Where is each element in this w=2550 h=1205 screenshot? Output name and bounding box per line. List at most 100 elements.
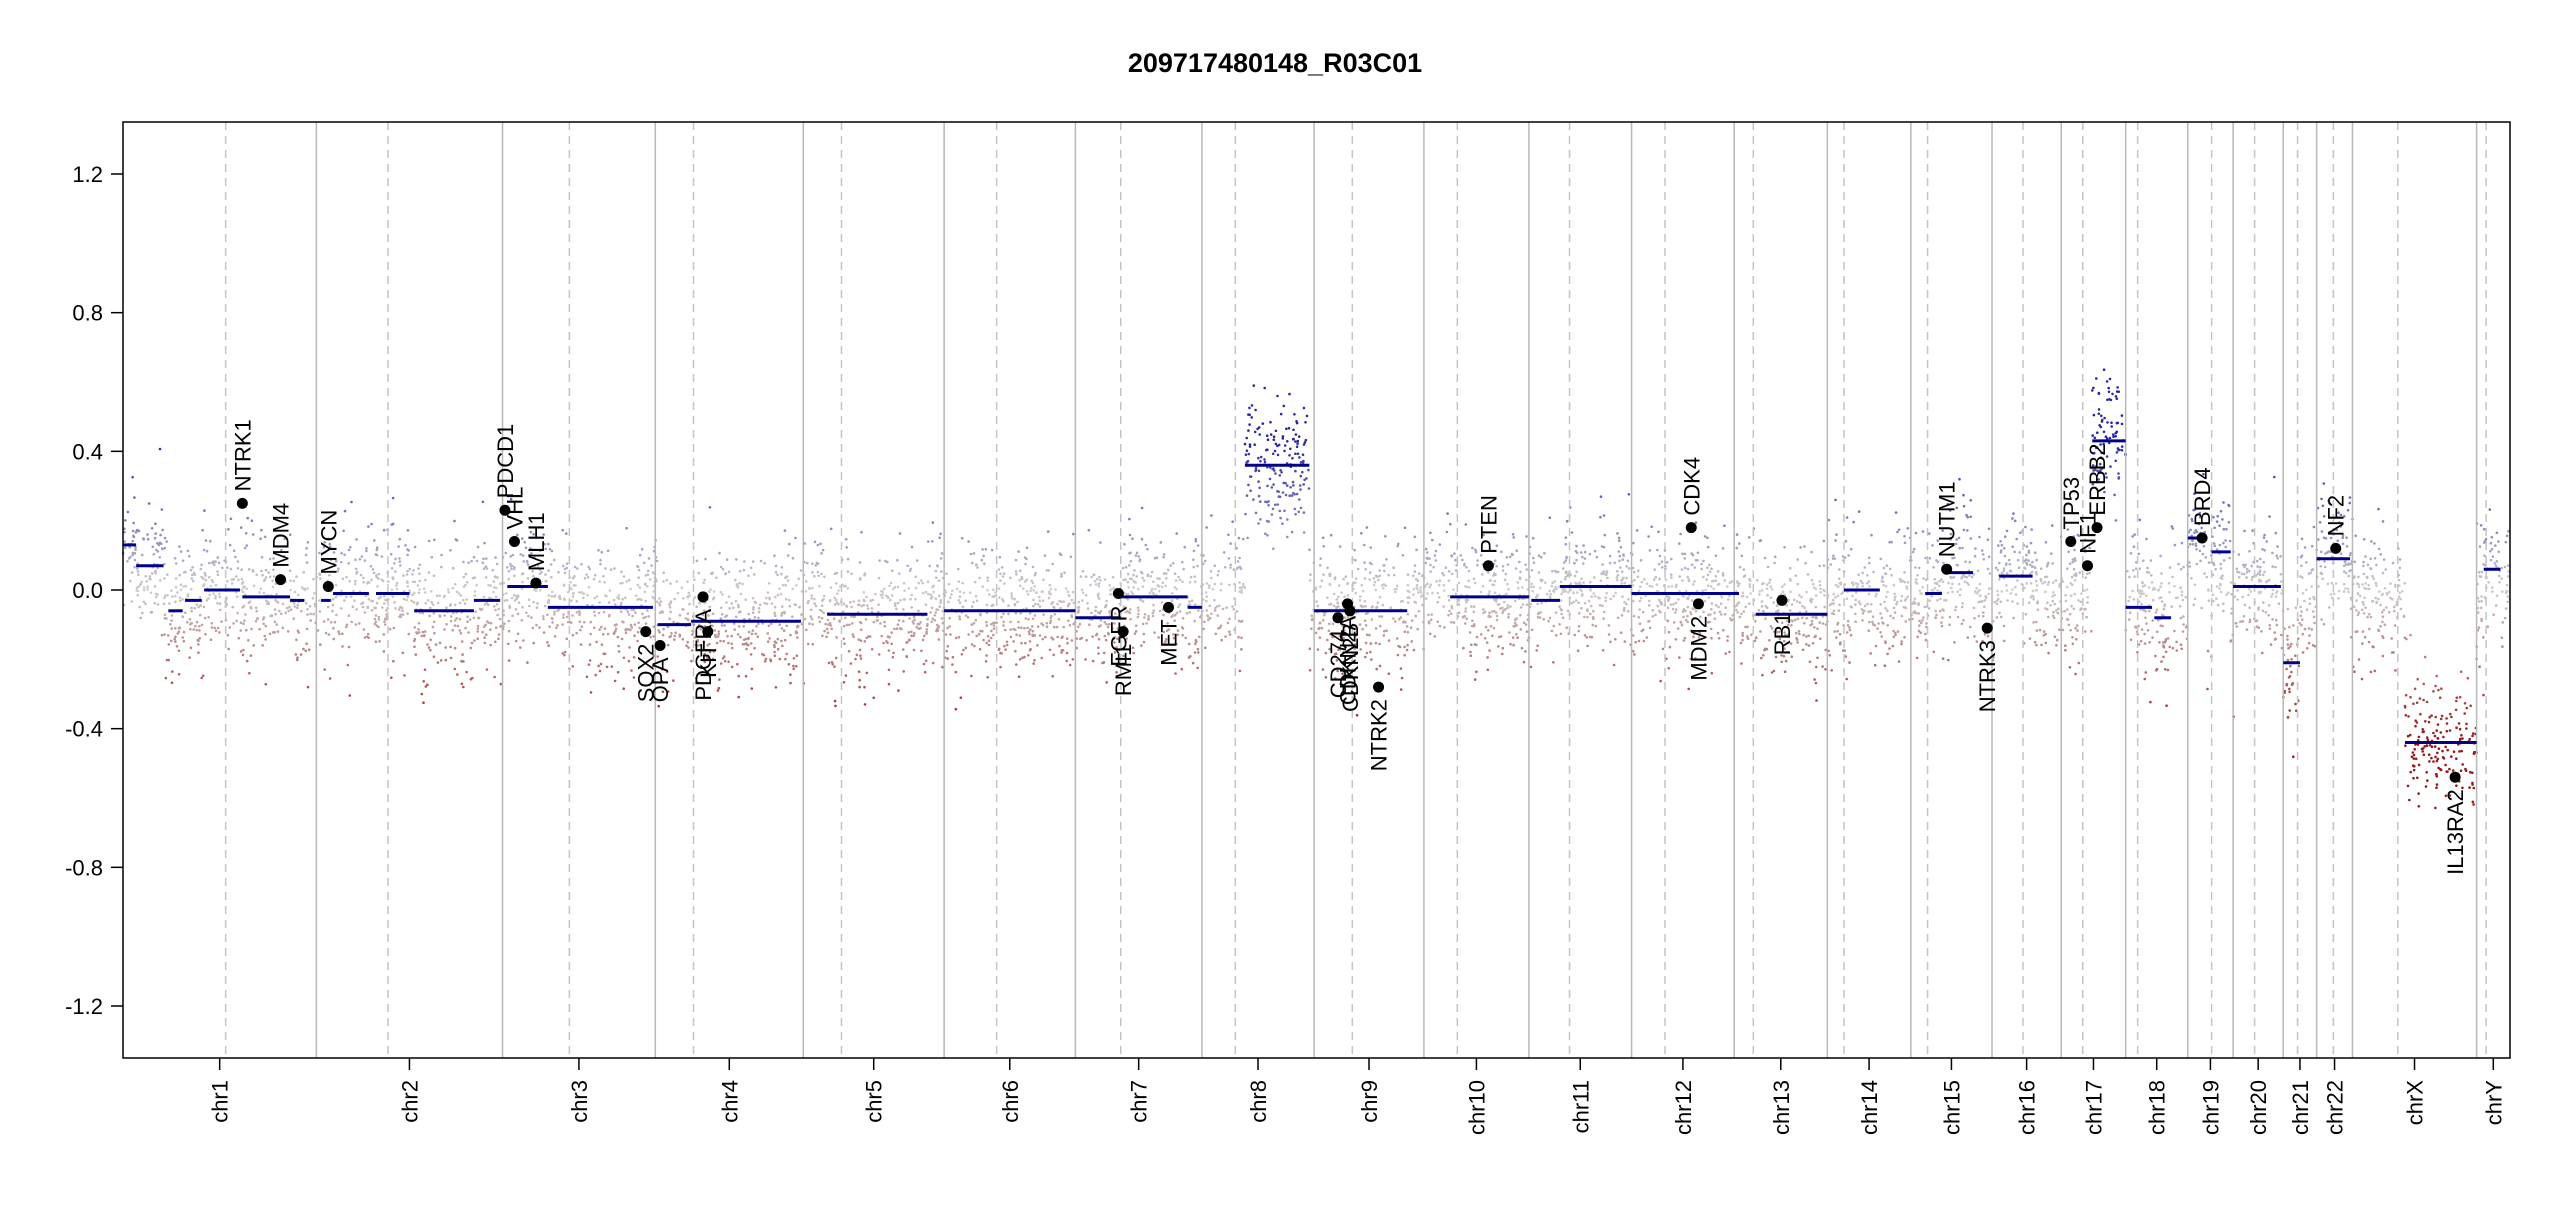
probe-point	[1736, 611, 1739, 614]
probe-point	[1890, 574, 1893, 577]
probe-point	[1975, 640, 1979, 643]
probe-point	[922, 662, 926, 666]
probe-point	[1948, 509, 1952, 512]
probe-point	[813, 597, 816, 601]
probe-point	[1765, 587, 1769, 590]
probe-point	[941, 665, 944, 669]
probe-point	[757, 610, 761, 614]
probe-point	[360, 555, 364, 558]
probe-point	[1427, 621, 1431, 625]
probe-point	[1272, 547, 1275, 550]
probe-point	[1485, 641, 1489, 644]
probe-point	[131, 539, 135, 543]
probe-point	[1516, 636, 1519, 639]
probe-point	[1470, 605, 1473, 608]
probe-point	[542, 542, 545, 546]
probe-point	[849, 662, 853, 665]
probe-point	[538, 589, 542, 592]
probe-point	[1015, 633, 1018, 636]
probe-point	[375, 553, 379, 557]
probe-point	[1113, 636, 1117, 639]
probe-point	[454, 538, 458, 541]
probe-point	[2097, 470, 2101, 473]
probe-point	[461, 653, 464, 656]
probes-chr4	[654, 506, 804, 708]
probe-point	[960, 653, 964, 656]
probe-point	[967, 540, 970, 543]
probe-point	[1599, 495, 1603, 499]
probe-point	[1492, 574, 1495, 577]
probe-point	[946, 657, 949, 660]
probe-point	[1265, 448, 1268, 452]
probe-point	[163, 633, 166, 636]
probes-chr1	[121, 447, 318, 689]
probe-point	[429, 638, 433, 642]
probe-point	[1547, 619, 1550, 623]
probe-point	[985, 624, 989, 627]
probe-point	[535, 606, 539, 609]
probe-point	[553, 635, 557, 638]
probe-point	[1340, 591, 1343, 594]
probe-point	[516, 612, 520, 616]
probe-point	[1285, 427, 1288, 431]
probe-point	[774, 686, 778, 689]
probe-point	[1602, 610, 1606, 614]
probe-point	[577, 609, 581, 613]
probe-point	[1722, 628, 1725, 632]
probe-point	[354, 623, 358, 626]
probe-point	[983, 562, 986, 565]
probe-point	[2064, 594, 2067, 597]
probe-point	[800, 590, 804, 593]
probe-point	[2092, 386, 2095, 390]
probe-point	[719, 590, 723, 594]
probe-point	[1242, 582, 1245, 586]
probe-point	[1396, 544, 1399, 548]
probe-point	[662, 580, 665, 583]
probe-point	[1867, 592, 1871, 596]
probe-point	[1336, 602, 1340, 605]
probe-point	[1608, 554, 1612, 558]
probe-point	[1030, 586, 1033, 590]
probe-point	[1326, 566, 1329, 570]
probe-point	[800, 613, 803, 616]
probe-point	[1249, 489, 1252, 493]
probe-point	[1883, 600, 1886, 604]
probe-point	[1536, 612, 1540, 616]
probe-point	[1282, 404, 1286, 408]
probe-point	[1852, 520, 1855, 524]
probe-point	[1691, 642, 1695, 645]
probe-point	[1958, 546, 1961, 550]
probe-point	[524, 546, 528, 549]
probe-point	[496, 613, 499, 617]
probe-point	[1412, 574, 1415, 578]
probe-point	[1518, 560, 1521, 564]
probe-point	[1933, 577, 1936, 581]
probe-point	[569, 581, 572, 584]
probe-point	[937, 594, 941, 598]
probe-point	[1685, 589, 1688, 593]
probe-point	[255, 609, 259, 613]
probe-point	[326, 605, 330, 609]
probe-point	[504, 551, 508, 555]
probe-point	[627, 628, 630, 631]
probe-point	[1709, 585, 1713, 588]
probe-point	[1851, 583, 1855, 587]
probe-point	[1888, 647, 1891, 650]
probe-point	[1196, 666, 1199, 670]
probe-point	[338, 632, 341, 636]
probe-point	[1394, 620, 1397, 623]
probe-point	[1866, 602, 1869, 606]
probe-point	[1404, 621, 1407, 624]
probe-point	[1010, 592, 1013, 595]
probe-point	[562, 613, 565, 616]
probe-point	[1354, 591, 1357, 595]
probe-point	[354, 579, 357, 583]
probe-point	[1276, 453, 1280, 457]
probe-point	[495, 603, 499, 606]
probe-point	[820, 616, 824, 620]
probe-point	[1175, 642, 1178, 646]
probe-point	[1738, 542, 1741, 545]
probe-point	[174, 594, 177, 598]
probe-point	[1162, 613, 1165, 617]
probe-point	[245, 628, 248, 632]
